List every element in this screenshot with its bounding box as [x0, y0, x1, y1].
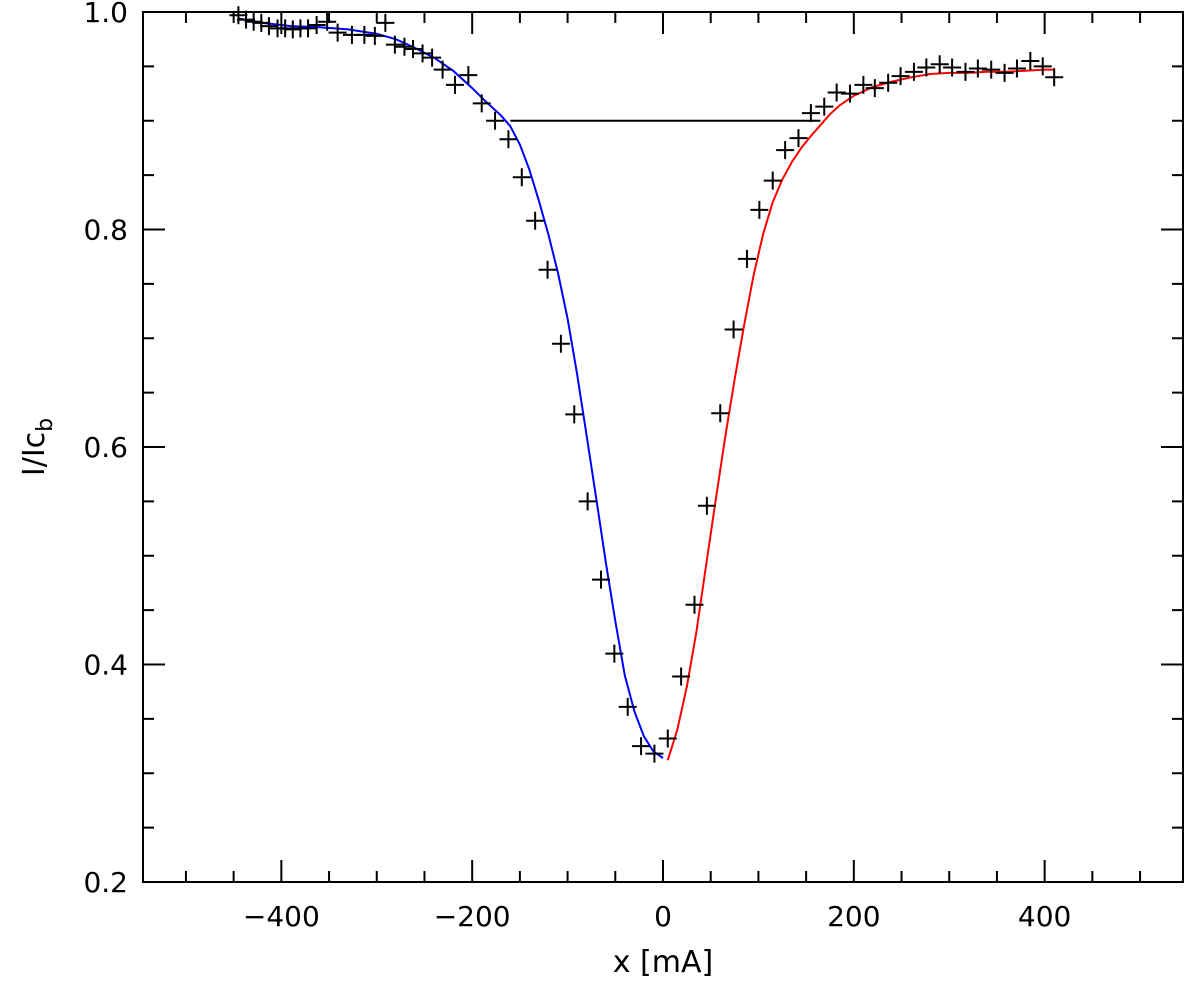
y-tick-label: 0.2	[83, 866, 128, 899]
data-point	[904, 62, 923, 81]
tick-marks	[143, 11, 1183, 883]
data-point	[404, 39, 423, 58]
data-markers	[229, 6, 1064, 763]
data-point	[632, 737, 651, 756]
y-axis-label: I/Icb	[17, 418, 58, 476]
y-tick-label: 1.0	[83, 0, 128, 29]
x-tick-label: 400	[1018, 900, 1071, 933]
y-axis-label-main: I/Ic	[17, 432, 52, 476]
data-point	[499, 130, 518, 149]
data-point	[578, 492, 597, 511]
data-point	[879, 73, 898, 92]
data-point	[283, 20, 302, 39]
data-point	[1045, 68, 1064, 87]
data-point	[956, 62, 975, 81]
data-point	[891, 67, 910, 86]
data-point	[917, 58, 936, 77]
data-point	[827, 83, 846, 102]
data-point	[854, 75, 873, 94]
data-point	[433, 60, 452, 79]
data-point	[750, 200, 769, 219]
data-point	[276, 19, 295, 38]
data-point	[815, 97, 834, 116]
data-point	[395, 37, 414, 56]
data-point	[982, 60, 1001, 79]
data-point	[763, 171, 782, 190]
data-point	[789, 129, 808, 148]
data-point	[423, 48, 442, 67]
blue-fit-line	[238, 17, 664, 759]
data-point	[995, 63, 1014, 82]
data-point	[565, 405, 584, 424]
data-point	[724, 320, 743, 339]
data-point	[801, 104, 820, 123]
data-point	[776, 141, 795, 160]
y-tick-label: 0.8	[83, 214, 128, 247]
axes	[142, 11, 1184, 883]
data-point	[591, 570, 610, 589]
data-point	[237, 10, 256, 29]
data-point	[252, 13, 271, 32]
data-point	[711, 404, 730, 423]
data-point	[229, 6, 248, 25]
data-point	[841, 84, 860, 103]
data-point	[376, 13, 395, 32]
x-axis-label: x [mA]	[613, 945, 713, 980]
data-point	[299, 19, 318, 38]
data-point	[472, 94, 491, 113]
data-point	[486, 111, 505, 130]
y-axis-label-subscript: b	[33, 418, 58, 432]
data-point	[307, 16, 326, 35]
data-point	[1033, 57, 1052, 76]
x-tick-label: −200	[434, 900, 511, 933]
series-lines	[238, 17, 1055, 761]
data-point	[645, 744, 664, 763]
data-point	[538, 260, 557, 279]
data-point	[413, 44, 432, 63]
data-point	[968, 59, 987, 78]
data-point	[459, 66, 478, 85]
data-point	[446, 75, 464, 94]
data-point	[244, 12, 263, 31]
plot-frame	[142, 11, 1184, 883]
data-point	[385, 35, 404, 54]
data-point	[737, 249, 756, 268]
data-point	[1007, 59, 1026, 78]
x-tick-label: −400	[243, 900, 320, 933]
y-tick-label: 0.6	[83, 431, 128, 464]
data-point	[551, 334, 570, 353]
data-point	[1021, 51, 1040, 70]
data-point	[605, 644, 624, 663]
data-point	[943, 58, 962, 77]
x-tick-label: 0	[654, 900, 672, 933]
x-tick-label: 200	[827, 900, 880, 933]
tick-labels: −400 −200 0 200 400 0.2 0.4 0.6 0.8 1.0	[83, 0, 1071, 933]
y-tick-label: 0.4	[83, 649, 128, 682]
data-point	[697, 496, 716, 515]
data-point	[318, 12, 337, 31]
data-point	[865, 79, 884, 98]
data-point	[328, 23, 347, 42]
red-fit-line	[666, 68, 1055, 761]
data-point	[930, 55, 949, 74]
data-point	[526, 211, 545, 230]
data-point	[618, 697, 637, 716]
data-point	[512, 168, 531, 187]
data-point	[658, 729, 677, 748]
data-point	[355, 25, 374, 44]
data-point	[685, 595, 704, 614]
data-point	[672, 667, 691, 686]
data-point	[259, 17, 278, 36]
data-point	[365, 26, 384, 45]
